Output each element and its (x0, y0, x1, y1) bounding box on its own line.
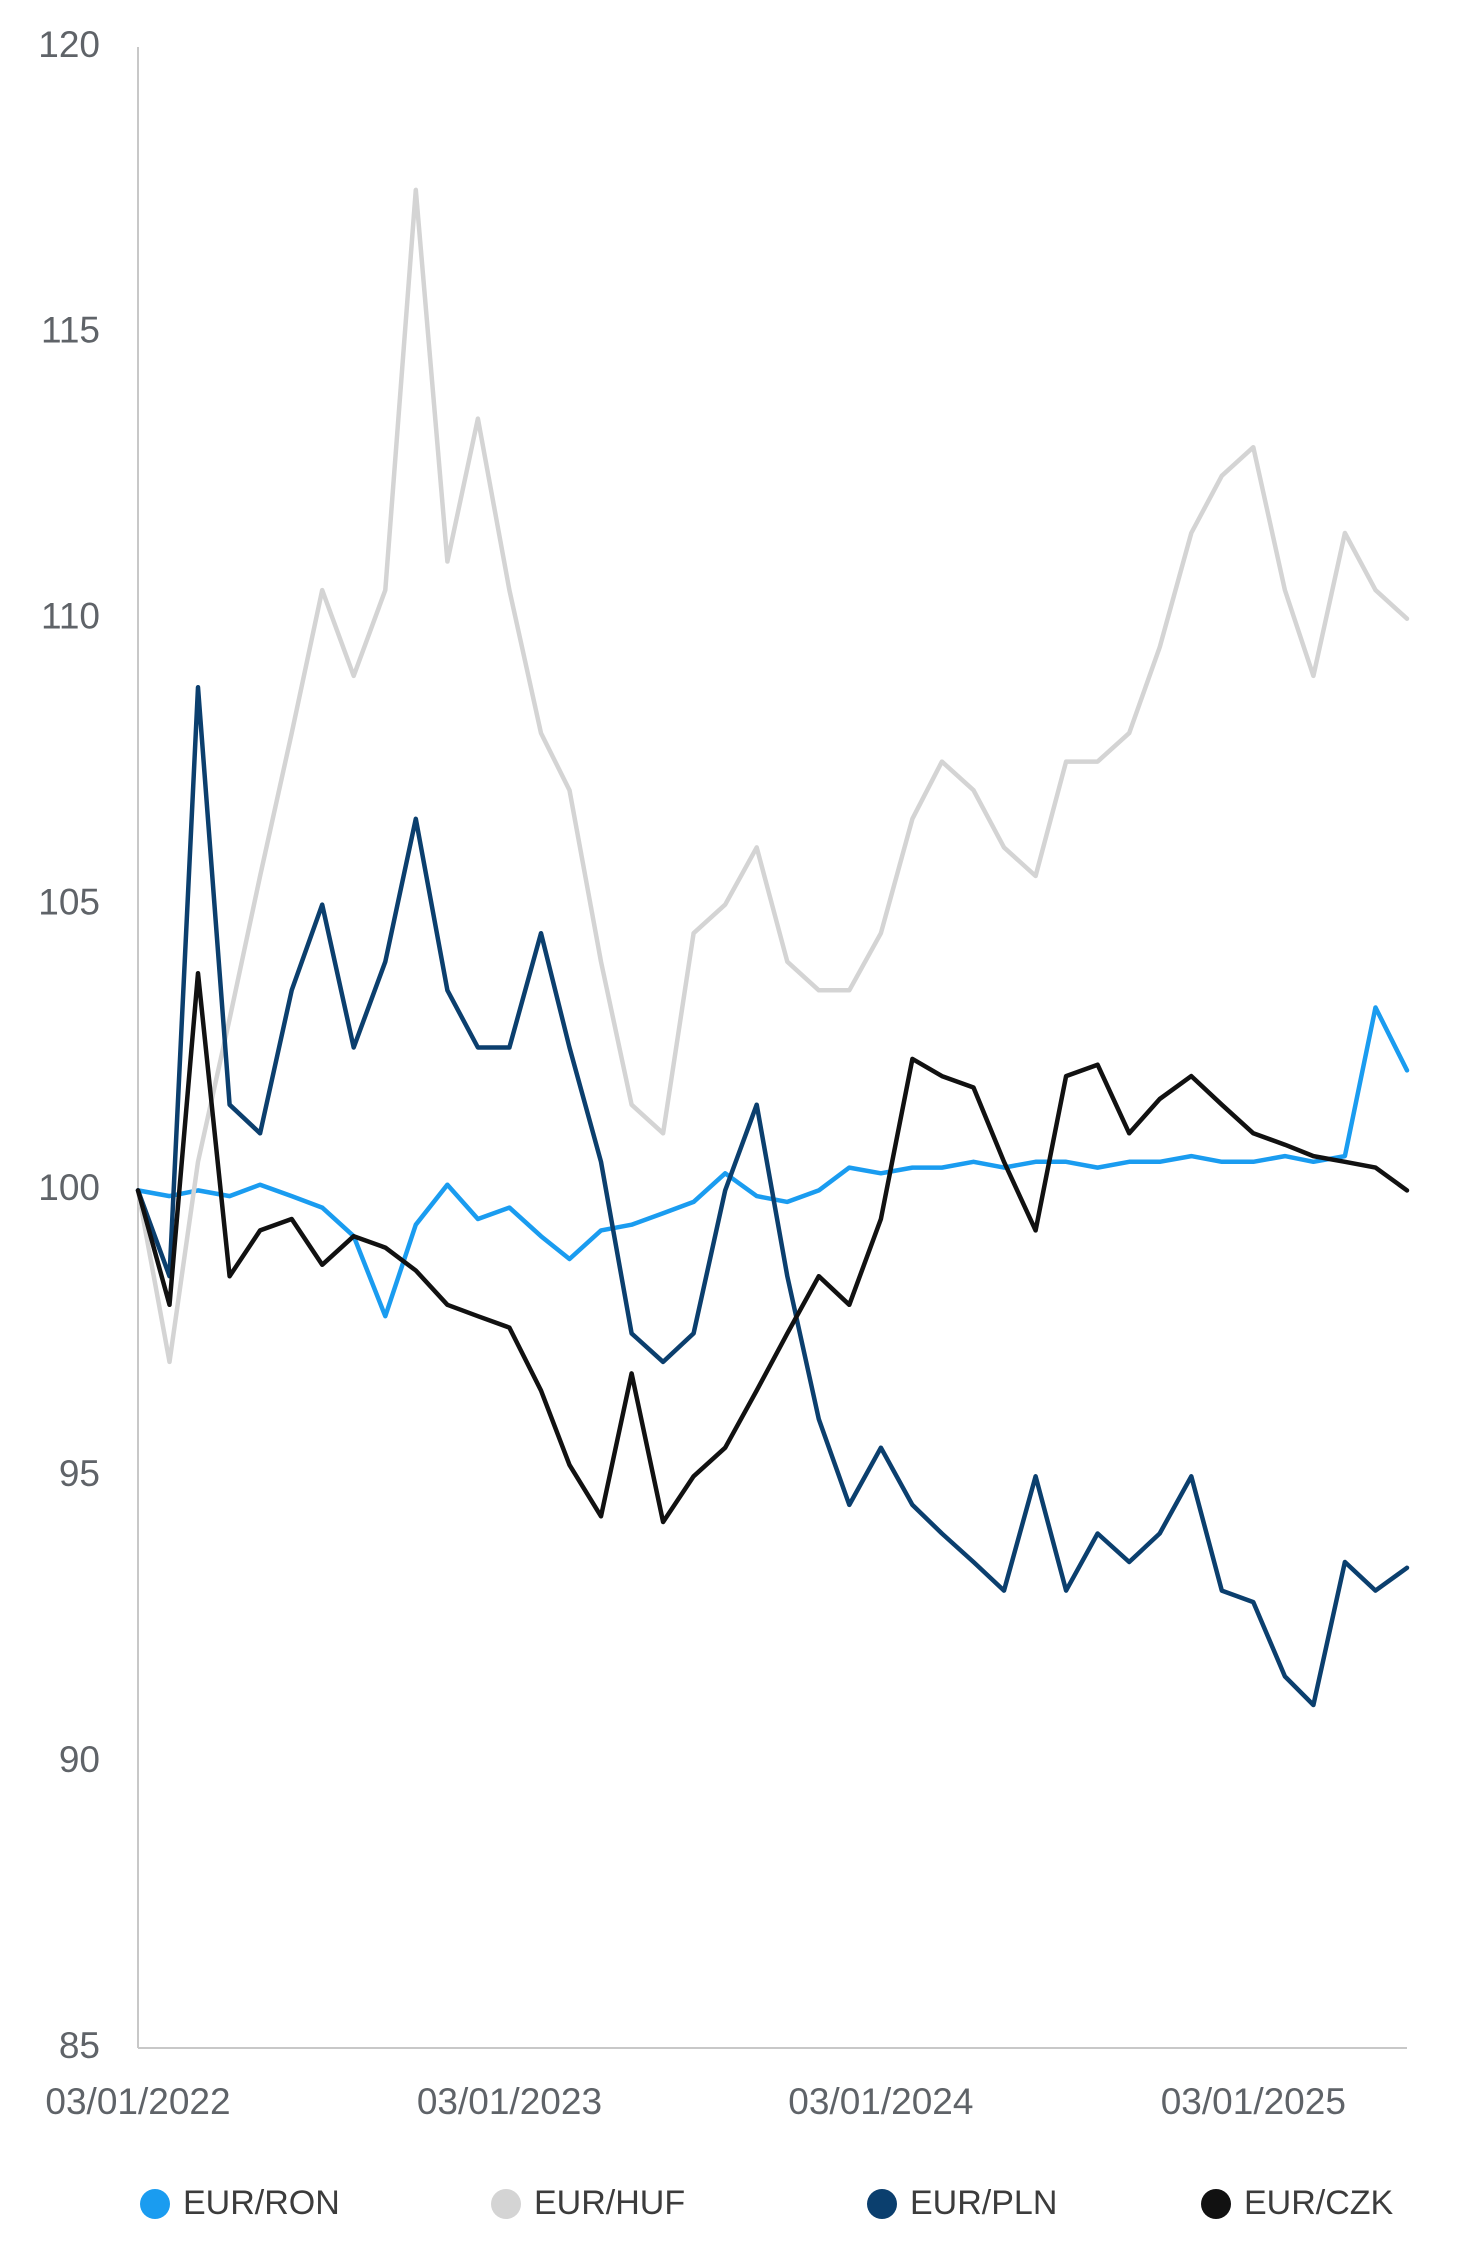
legend-label: EUR/PLN (910, 2184, 1057, 2222)
legend-marker (1201, 2189, 1231, 2219)
legend-label: EUR/HUF (534, 2184, 685, 2222)
series-line (135, 187, 1410, 1365)
legend-label: EUR/CZK (1244, 2184, 1394, 2222)
y-tick-label: 95 (59, 1453, 100, 1494)
legend-marker (491, 2189, 521, 2219)
series-line (135, 685, 1410, 1708)
series-line (135, 1005, 1410, 1319)
legend-marker (867, 2189, 897, 2219)
y-tick-label: 100 (38, 1167, 100, 1208)
y-tick-label: 85 (59, 2025, 100, 2066)
x-tick-label: 03/01/2025 (1161, 2081, 1346, 2122)
x-tick-label: 03/01/2022 (45, 2081, 230, 2122)
legend-label: EUR/RON (183, 2184, 340, 2222)
y-tick-label: 120 (38, 24, 100, 65)
y-tick-label: 110 (41, 595, 100, 636)
y-tick-label: 115 (41, 310, 100, 351)
series-line (135, 970, 1410, 1525)
x-tick-label: 03/01/2024 (788, 2081, 973, 2122)
y-tick-label: 90 (59, 1739, 100, 1780)
legend-marker (140, 2189, 170, 2219)
x-tick-label: 03/01/2023 (417, 2081, 602, 2122)
y-tick-label: 105 (38, 881, 100, 922)
